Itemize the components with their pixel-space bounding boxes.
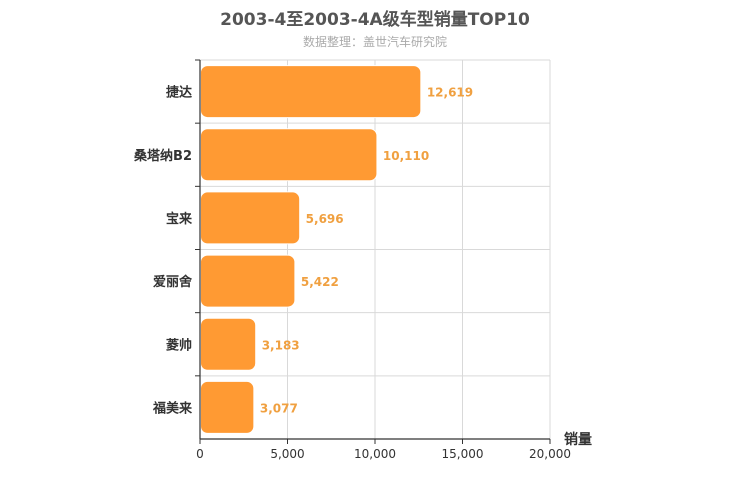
bar (200, 317, 257, 371)
category-label: 菱帅 (166, 337, 192, 353)
value-label: 3,183 (262, 338, 300, 352)
x-tick-label: 5,000 (270, 447, 304, 461)
x-tick-label: 15,000 (442, 447, 484, 461)
category-label: 爱丽舍 (153, 274, 193, 290)
category-label: 福美来 (152, 400, 193, 416)
bar (200, 380, 255, 434)
value-label: 12,619 (427, 86, 473, 100)
bar (200, 191, 301, 245)
chart-title: 2003-4至2003-4A级车型销量TOP10 (220, 10, 530, 30)
category-label: 桑塔纳B2 (133, 148, 192, 164)
x-axis-title: 销量 (564, 431, 592, 448)
x-tick-label: 20,000 (529, 447, 571, 461)
x-tick-label: 10,000 (354, 447, 396, 461)
bar (200, 128, 378, 182)
bar (200, 254, 296, 308)
category-label: 宝来 (166, 211, 193, 227)
bar (200, 65, 422, 119)
value-label: 3,077 (260, 401, 298, 415)
value-label: 5,422 (301, 275, 339, 289)
value-label: 5,696 (306, 212, 344, 226)
value-label: 10,110 (383, 149, 429, 163)
category-label: 捷达 (166, 85, 192, 101)
x-tick-label: 0 (196, 447, 204, 461)
chart-subtitle: 数据整理：盖世汽车研究院 (302, 35, 447, 49)
